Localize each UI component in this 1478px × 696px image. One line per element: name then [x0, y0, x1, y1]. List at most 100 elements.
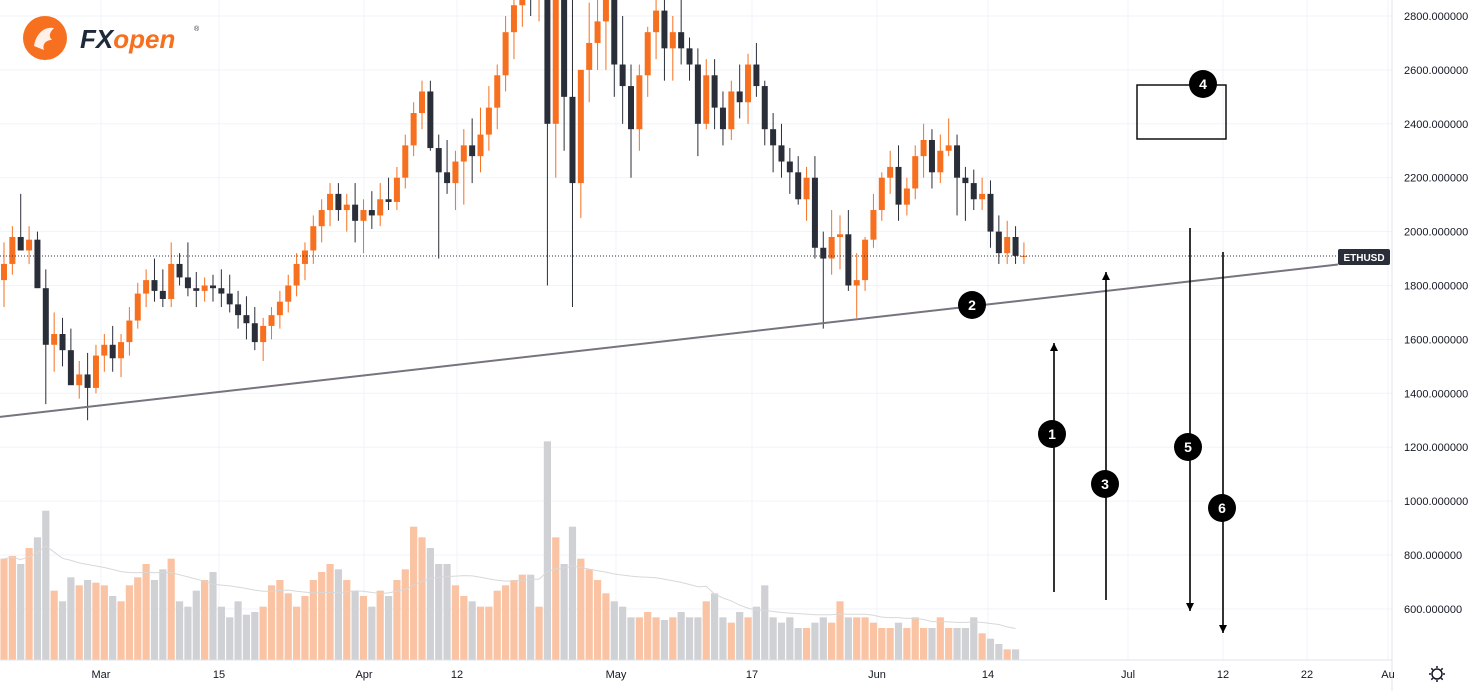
x-axis[interactable]: Mar 15 Apr 12 May 17 Jun 14 Jul 12 22 Au — [92, 669, 1395, 681]
candle — [84, 352, 91, 421]
volume-bar — [25, 548, 33, 660]
candle — [611, 0, 618, 97]
candle — [34, 231, 41, 289]
candle — [678, 0, 685, 65]
volume-bar — [502, 585, 510, 660]
candle — [1004, 220, 1011, 264]
volume-bar — [744, 617, 752, 660]
volume-bar — [794, 628, 802, 660]
y-tick-label: 2200.000000 — [1404, 173, 1468, 185]
volume-bar — [276, 580, 284, 660]
volume-bar — [928, 628, 936, 660]
volume-bar — [326, 564, 334, 660]
candle — [912, 145, 919, 200]
candle — [485, 86, 492, 151]
candle — [151, 258, 158, 302]
marker-3: 3 — [1091, 470, 1119, 498]
candle — [962, 166, 969, 221]
candle — [544, 0, 551, 286]
volume-bar — [953, 628, 961, 660]
brand-open: open — [113, 24, 175, 54]
candle — [452, 150, 459, 211]
brand-logo: FXopen ® — [23, 16, 200, 60]
x-tick-label: Jun — [868, 669, 886, 681]
y-tick-label: 600.000000 — [1404, 604, 1462, 616]
candle — [268, 307, 275, 340]
candle — [920, 123, 927, 178]
candle — [837, 215, 843, 270]
candle — [937, 134, 944, 184]
volume-bar — [802, 628, 811, 660]
volume-bar — [318, 572, 326, 660]
candle — [828, 210, 835, 275]
y-tick-label: 1000.000000 — [1404, 496, 1468, 508]
volume-bar — [619, 606, 627, 660]
volume-bar — [685, 617, 694, 660]
candle — [210, 274, 216, 302]
gear-icon — [1431, 668, 1443, 680]
svg-text:6: 6 — [1218, 500, 1226, 516]
candle — [694, 48, 701, 157]
candles — [1, 0, 1027, 421]
arrow-3 — [1102, 272, 1110, 600]
volume-bar — [368, 606, 376, 660]
candle — [538, 0, 540, 22]
volume-bar — [226, 617, 234, 660]
candle — [310, 215, 317, 264]
volume-bar — [485, 606, 493, 660]
volume-bar — [192, 590, 200, 660]
candle — [393, 166, 400, 211]
candle — [928, 129, 935, 189]
candle — [276, 290, 283, 329]
volume-bar — [886, 628, 894, 660]
candle — [719, 91, 726, 146]
volume-bar — [811, 622, 819, 660]
candle — [870, 193, 877, 248]
x-tick-label: 14 — [982, 669, 994, 681]
volume-bar — [359, 596, 368, 660]
volume-bar — [844, 617, 852, 660]
volume-bar — [727, 622, 735, 660]
volume-bar — [777, 622, 786, 660]
candle — [335, 183, 342, 221]
volume-bar — [401, 569, 409, 660]
support-trendline[interactable] — [0, 263, 1339, 418]
arrow-5 — [1186, 228, 1194, 611]
y-tick-label: 1800.000000 — [1404, 281, 1468, 293]
candle — [126, 307, 133, 356]
candle — [1, 242, 7, 308]
volume-bar — [911, 617, 919, 660]
candle — [502, 16, 509, 92]
volume-bar — [251, 612, 259, 660]
candle — [26, 226, 33, 264]
volume-bar — [184, 606, 192, 660]
settings-button[interactable] — [1429, 666, 1445, 682]
candle — [602, 0, 609, 70]
volume-bar — [560, 564, 568, 660]
volume-average-line — [3, 545, 1016, 629]
volume-bar — [543, 441, 551, 660]
volume-bar — [786, 617, 794, 660]
y-tick-label: 1600.000000 — [1404, 334, 1468, 346]
candle — [76, 360, 83, 399]
volume-bar — [836, 601, 844, 660]
arrow-6 — [1219, 252, 1227, 633]
candle — [577, 69, 584, 219]
candle — [352, 183, 359, 243]
candle — [343, 193, 350, 232]
candle — [218, 269, 225, 308]
candle — [661, 0, 668, 81]
trendline[interactable] — [0, 263, 1339, 418]
candle — [552, 0, 559, 178]
candle — [903, 177, 910, 216]
svg-text:1: 1 — [1048, 426, 1056, 442]
x-tick-label: Mar — [92, 669, 111, 681]
y-tick-label: 1400.000000 — [1404, 388, 1468, 400]
volume-bar — [50, 590, 58, 660]
candle — [803, 166, 810, 221]
volume-bar — [878, 628, 886, 660]
candle — [703, 59, 710, 130]
y-tick-label: 1200.000000 — [1404, 442, 1468, 454]
